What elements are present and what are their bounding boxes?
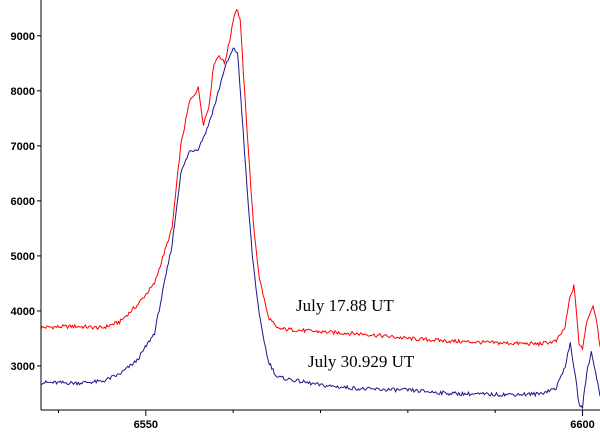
x-tick-label: 6600 — [570, 419, 594, 431]
plot-lines — [40, 8, 600, 409]
y-tick-label: 3000 — [11, 361, 35, 373]
ticks: 3000400050006000700080009000655066006650 — [11, 31, 595, 431]
series-line-1 — [40, 47, 600, 409]
y-tick-label: 8000 — [11, 86, 35, 98]
axes — [40, 0, 600, 411]
annotation-july-17: July 17.88 UT — [296, 296, 394, 315]
y-tick-label: 7000 — [11, 141, 35, 153]
y-tick-label: 5000 — [11, 251, 35, 263]
y-tick-label: 6000 — [11, 196, 35, 208]
series-line-0 — [40, 8, 600, 351]
y-tick-label: 4000 — [11, 306, 35, 318]
x-tick-label: 6550 — [134, 419, 158, 431]
y-tick-label: 9000 — [11, 31, 35, 43]
annotation-july-30: July 30.929 UT — [308, 352, 415, 371]
